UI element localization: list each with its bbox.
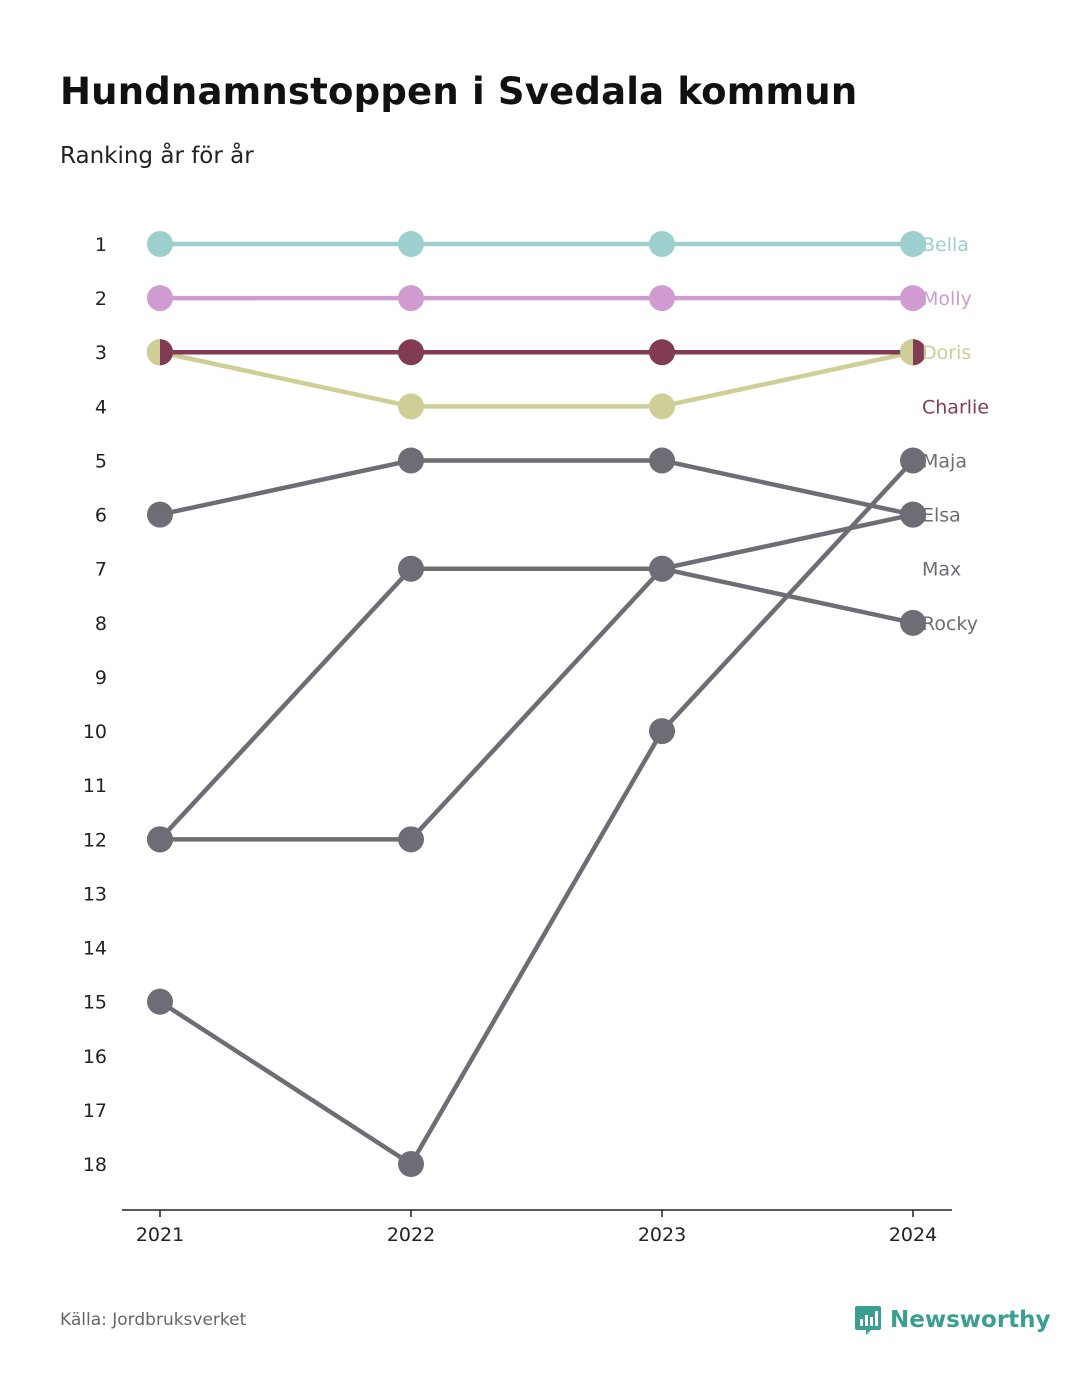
y-tick-label: 9 [95,667,107,689]
y-tick-label: 18 [83,1154,107,1176]
y-tick-label: 4 [95,396,107,418]
y-tick-label: 8 [95,613,107,635]
series-point-doris-half [900,339,913,366]
end-label-elsa: Elsa [922,505,961,527]
series-point-bella [398,231,424,257]
series-line-doris [157,349,916,409]
end-label-bella: Bella [922,234,969,256]
series-point-doris-half [147,339,160,366]
page-title: Hundnamnstoppen i Svedala kommun [60,70,858,113]
series-point-max [398,826,424,853]
chart-bubble-icon [855,1306,881,1335]
series-point-maja [147,988,173,1015]
series-point-rocky [398,555,424,582]
end-label-max: Max [922,559,961,581]
series-line-elsa [157,458,916,517]
series-point-doris [649,393,675,420]
end-label-doris: Doris [922,342,971,364]
y-tick-label: 1 [95,234,107,256]
series-point-charlie-half [913,339,927,366]
x-tick-label: 2023 [638,1224,686,1246]
series-point-elsa [649,447,675,474]
x-axis-ticks: 2021 2022 2023 2024 [136,1210,937,1246]
x-tick-label: 2024 [889,1224,937,1246]
brand-logo: Newsworthy [854,1304,1051,1336]
series-lines [157,241,916,1167]
series-point-rocky [900,609,926,636]
series-points [147,231,927,1178]
series-point-charlie [398,339,424,366]
series-point-rocky [147,826,173,853]
series-point-bella [900,231,926,257]
y-tick-label: 14 [83,938,107,960]
x-tick-label: 2021 [136,1224,184,1246]
series-point-molly [649,285,675,312]
series-point-max [900,501,926,528]
y-tick-label: 7 [95,559,107,581]
series-point-elsa [398,447,424,474]
series-point-maja [649,718,675,745]
series-point-bella [147,231,173,257]
series-line-rocky [157,566,916,842]
series-point-molly [398,285,424,312]
y-tick-label: 17 [83,1100,107,1122]
series-point-elsa [147,501,173,528]
series-point-maja [398,1151,424,1178]
y-tick-label: 6 [95,505,107,527]
y-tick-label: 11 [83,775,107,797]
y-tick-label: 3 [95,342,107,364]
page-subtitle: Ranking år för år [60,143,254,169]
series-point-bella [649,231,675,257]
y-tick-label: 15 [83,992,107,1014]
series-point-molly [900,285,926,312]
series-point-charlie-half [160,339,173,366]
brand-name: Newsworthy [890,1307,1051,1333]
series-point-molly [147,285,173,312]
series-line-max [157,512,916,842]
y-tick-label: 10 [83,721,107,743]
end-label-rocky: Rocky [922,613,978,635]
source-note: Källa: Jordbruksverket [60,1310,247,1330]
y-tick-label: 2 [95,288,107,310]
y-tick-label: 13 [83,883,107,905]
series-line-maja [157,458,916,1167]
y-tick-label: 12 [83,829,107,851]
y-tick-label: 5 [95,450,107,472]
series-point-maja [900,447,926,474]
end-label-maja: Maja [922,450,967,472]
series-point-charlie [649,339,675,366]
end-label-molly: Molly [922,288,972,310]
y-tick-label: 16 [83,1046,107,1068]
series-end-labels: Bella Molly Doris Charlie Maja Elsa Max Rocky [922,234,989,635]
x-tick-label: 2022 [387,1224,435,1246]
end-label-charlie: Charlie [922,396,989,418]
series-point-rocky [649,555,675,582]
series-point-doris [398,393,424,420]
